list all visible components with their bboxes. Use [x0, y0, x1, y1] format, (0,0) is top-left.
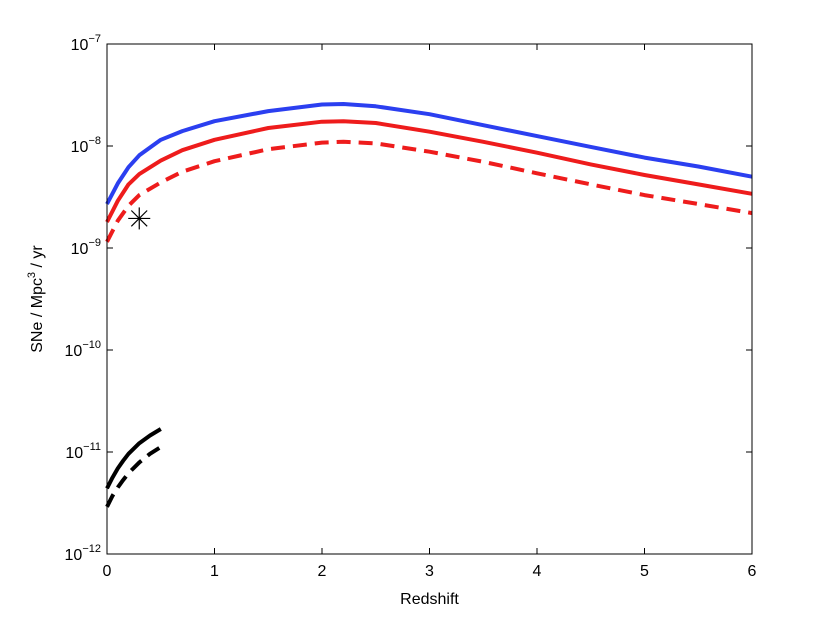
- y-tick-label: 10−11: [65, 441, 101, 462]
- series-line-1: [105, 102, 753, 205]
- x-tick-label: 6: [748, 563, 757, 580]
- x-tick-label: 4: [533, 563, 542, 580]
- y-tick-label: 10−7: [71, 33, 101, 54]
- y-axis-title-main: SNe / Mpc: [29, 278, 46, 353]
- marker-layer: [128, 207, 151, 230]
- y-tick-label: 10−9: [71, 237, 101, 258]
- x-tick-label: 1: [210, 563, 219, 580]
- x-tick-label: 3: [425, 563, 434, 580]
- series-line-4: [105, 427, 162, 490]
- series-line-3: [105, 139, 753, 243]
- y-axis-title: SNe / Mpc3 / yr: [26, 245, 46, 353]
- y-tick-label: 10−8: [71, 135, 101, 156]
- series-line-5: [105, 445, 162, 508]
- y-axis-title-superscript: 3: [26, 272, 38, 278]
- x-axis-title: Redshift: [400, 591, 459, 608]
- y-tick-label: 10−12: [65, 543, 101, 564]
- asterisk-marker-1: [128, 207, 151, 230]
- tick-layer: 0 1 2 3 4 5 6 10−12 10−11 10−10 10−9 10−8 10−7: [65, 33, 757, 580]
- series-line-2: [105, 119, 753, 223]
- series-layer: [105, 102, 753, 508]
- x-tick-label: 2: [318, 563, 327, 580]
- x-tick-label: 0: [103, 563, 112, 580]
- x-tick-label: 5: [640, 563, 649, 580]
- y-axis-title-unit: / yr: [29, 245, 46, 272]
- y-tick-label: 10−10: [65, 339, 101, 360]
